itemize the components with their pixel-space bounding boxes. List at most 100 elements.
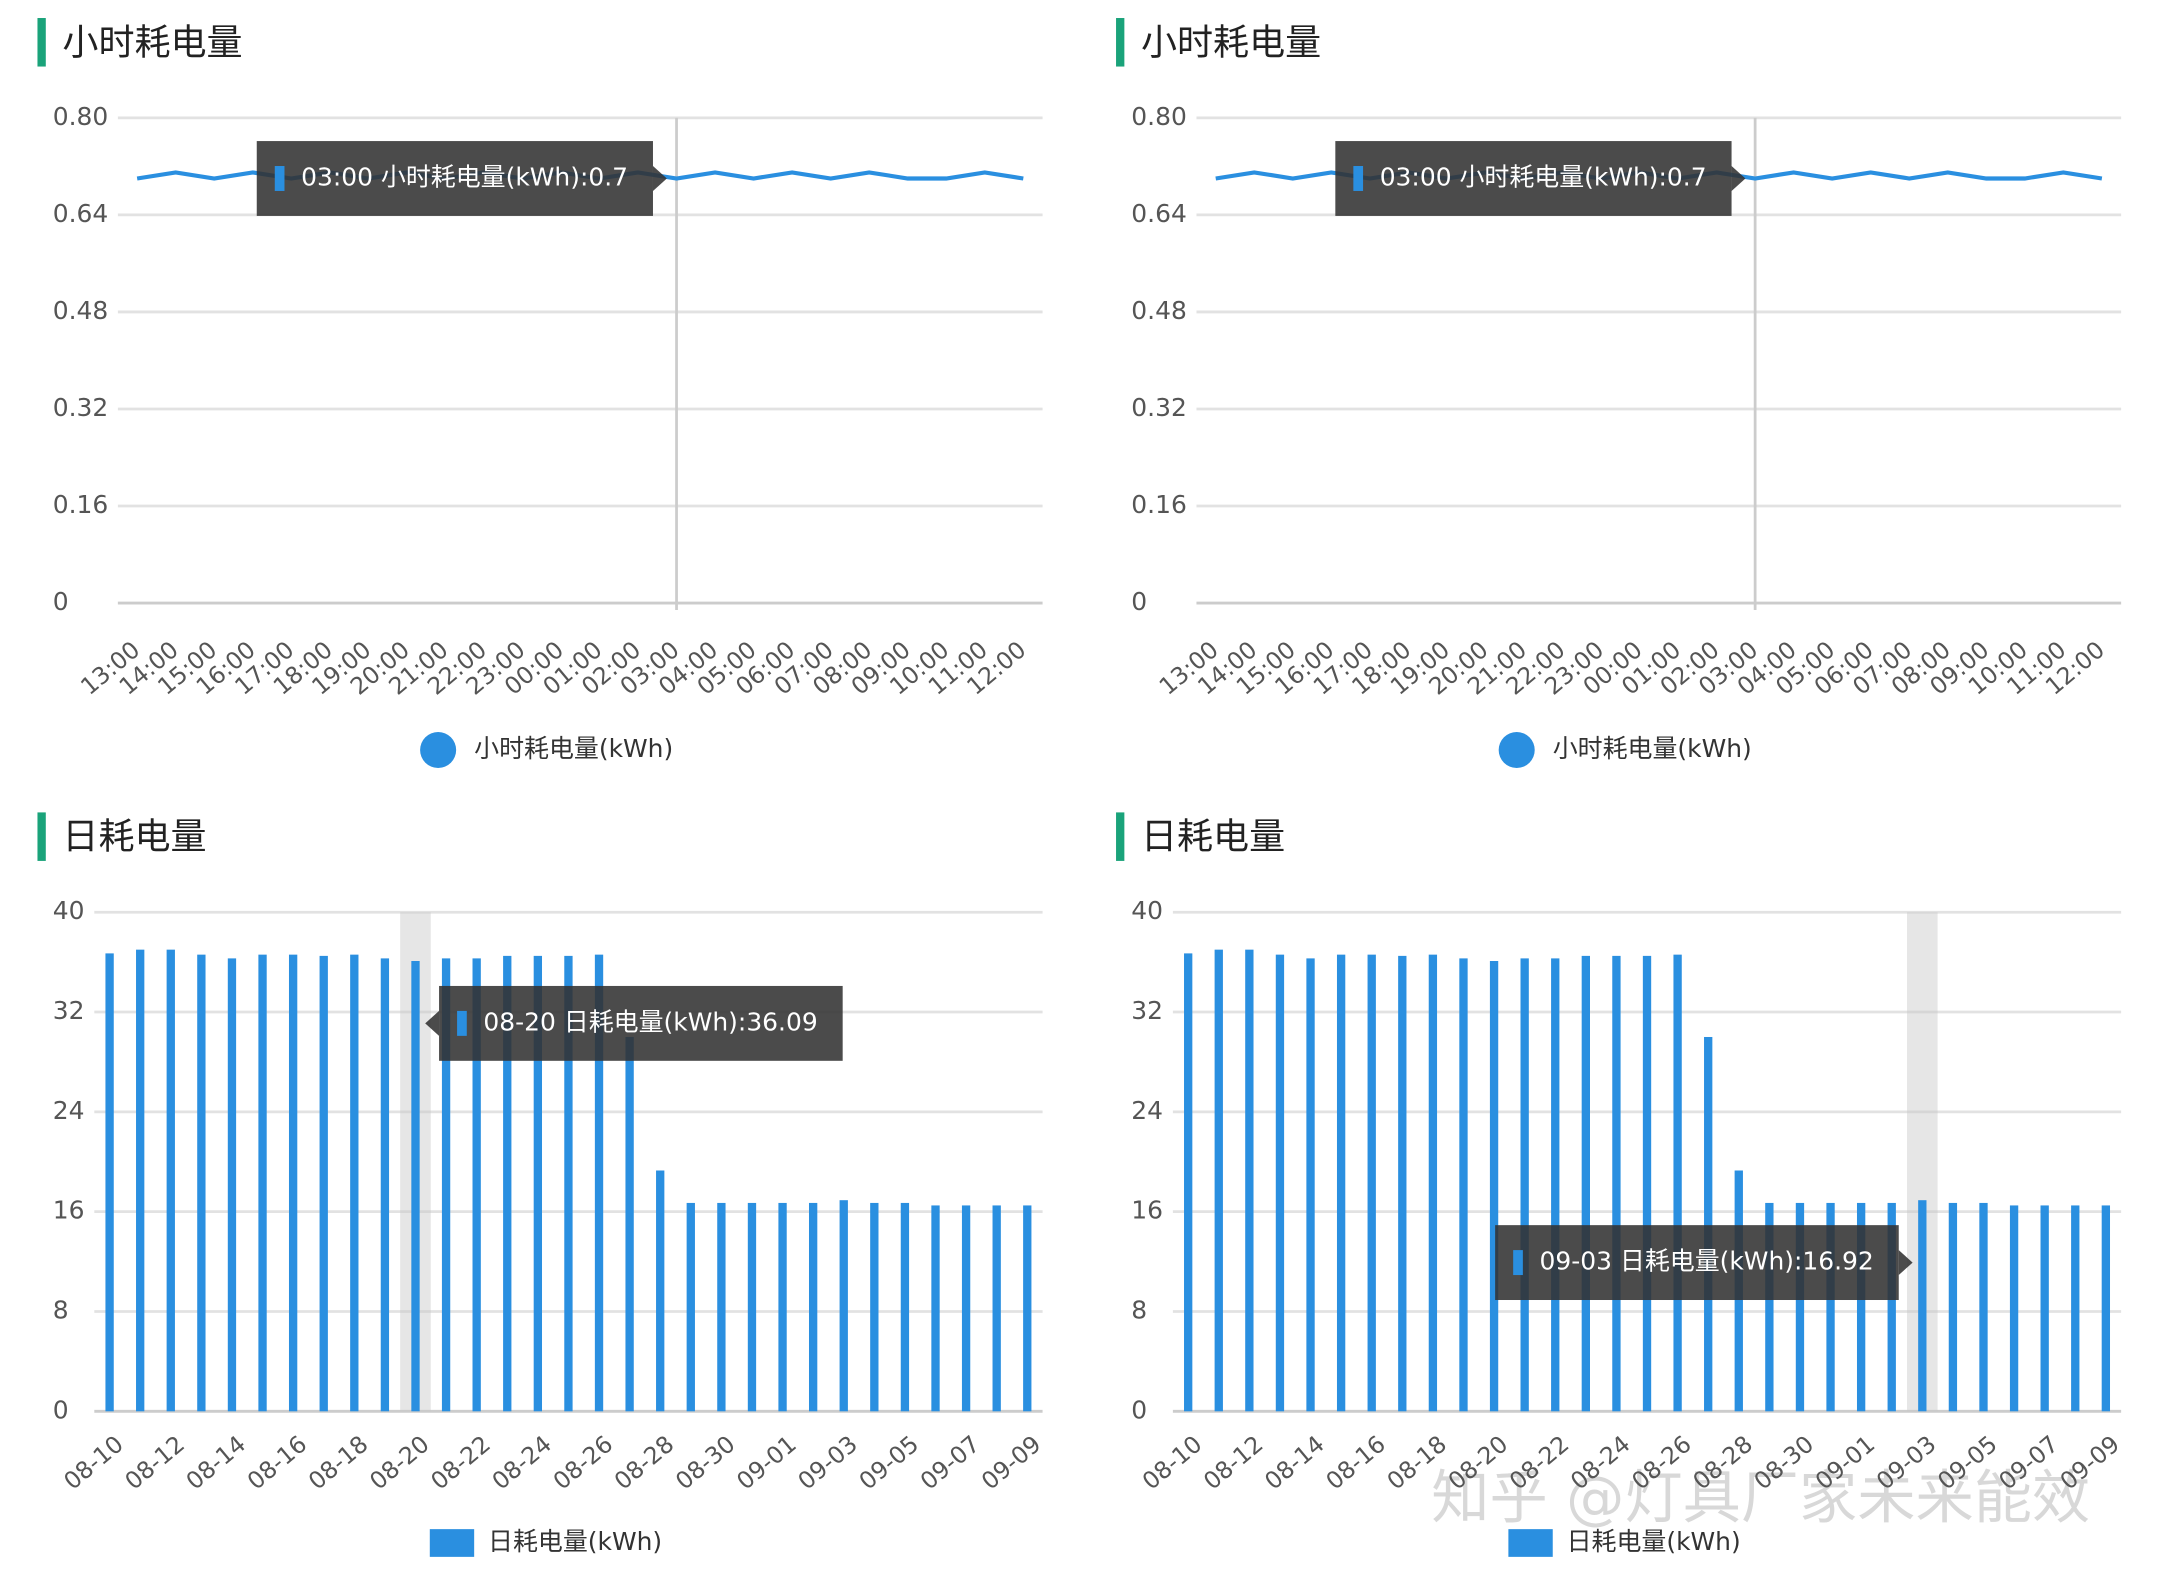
bar [1918,1200,1927,1412]
x-tick-label: 08-14 [181,1430,251,1495]
x-tick-label: 08-20 [364,1430,434,1495]
legend-label: 小时耗电量(kWh) [474,734,673,763]
y-tick-label: 0 [53,587,69,616]
y-tick-label: 0.48 [1131,296,1187,325]
bar [1704,1036,1713,1412]
bar [2071,1205,2080,1412]
bar [166,949,175,1412]
title-accent [37,812,46,861]
bar [2040,1205,2049,1412]
x-tick-label: 08-18 [303,1430,373,1495]
bar [227,958,237,1412]
bar [992,1205,1001,1412]
chart-title: 小时耗电量 [1141,22,1321,63]
bar [1826,1202,1835,1412]
bar [1398,955,1407,1412]
bar [1489,961,1499,1412]
tooltip-arrow [1731,166,1746,191]
y-tick-label: 16 [1131,1196,1163,1225]
tooltip-swatch [1513,1250,1523,1276]
bar [1459,958,1468,1412]
bar [1367,954,1376,1412]
tooltip-text: 03:00 小时耗电量(kWh):0.7 [1380,162,1707,191]
y-tick-label: 8 [1131,1295,1147,1324]
bar [197,954,206,1412]
x-tick-label: 09-07 [915,1430,985,1495]
bar [503,955,512,1412]
chart-title: 小时耗电量 [62,22,242,63]
tooltip: 03:00 小时耗电量(kWh):0.7 [1335,141,1746,216]
bar [808,1202,818,1412]
bar [931,1205,940,1412]
x-tick-label: 08-28 [609,1430,679,1495]
bar [656,1170,665,1412]
tooltip-arrow [652,166,667,191]
bar [380,958,390,1412]
x-tick-label: 08-22 [425,1430,495,1495]
bar [717,1202,726,1412]
bar [1856,1202,1866,1412]
bar [1765,1202,1774,1412]
legend-marker [429,1529,475,1557]
title-accent [1116,812,1125,861]
y-tick-label: 0 [1131,587,1147,616]
tooltip-box [1495,1225,1899,1301]
bar [1214,949,1223,1412]
bar [1795,1202,1805,1412]
y-tick-label: 0.64 [53,199,109,228]
bar [1184,953,1193,1412]
bar [1612,955,1621,1412]
legend-marker [1508,1529,1553,1557]
watermark: 知乎 @灯具厂家未来能效 [1431,1464,2090,1532]
bar [1642,955,1652,1412]
legend-label: 小时耗电量(kWh) [1553,734,1752,763]
x-tick-label: 08-16 [1320,1430,1390,1495]
tooltip-swatch [457,1010,467,1036]
bar [778,1202,787,1412]
bar [870,1202,879,1412]
y-tick-label: 0.64 [1131,199,1187,228]
tooltip-arrow [425,1010,440,1036]
bar [472,958,481,1412]
x-tick-label: 09-05 [854,1430,924,1495]
tooltip-swatch [1353,166,1364,191]
x-tick-label: 09-09 [976,1430,1046,1495]
y-tick-label: 8 [53,1295,69,1324]
tooltip-box [1335,141,1732,216]
tooltip: 03:00 小时耗电量(kWh):0.7 [256,141,667,216]
tooltip: 09-03 日耗电量(kWh):16.92 [1495,1225,1913,1301]
legend-marker [1498,731,1535,769]
tooltip: 08-20 日耗电量(kWh):36.09 [425,985,843,1061]
legend-marker [420,731,457,769]
bar [1245,949,1254,1412]
bar [533,955,543,1412]
y-tick-label: 16 [53,1196,85,1225]
bar [839,1200,848,1412]
bar [258,954,267,1412]
bar [288,954,298,1412]
bar [350,954,359,1412]
y-tick-label: 24 [1131,1096,1163,1125]
bar [1275,954,1285,1412]
y-tick-label: 0.32 [53,393,109,422]
x-tick-label: 08-10 [58,1430,128,1495]
title-accent [37,18,46,67]
bar [1306,958,1315,1412]
y-tick-label: 0.32 [1131,393,1187,422]
bar [564,955,573,1412]
bar [1428,954,1438,1412]
y-tick-label: 0 [53,1395,69,1424]
x-tick-label: 08-30 [670,1430,740,1495]
bar [1948,1202,1958,1412]
chart-title: 日耗电量 [62,817,206,858]
bar [2101,1205,2111,1412]
title-accent [1116,18,1125,67]
x-tick-label: 08-14 [1259,1430,1329,1495]
x-tick-label: 08-12 [119,1430,189,1495]
tooltip-text: 08-20 日耗电量(kWh):36.09 [483,1007,817,1036]
y-tick-label: 0.80 [53,102,109,131]
bar [1336,954,1346,1412]
bar [1673,954,1682,1412]
